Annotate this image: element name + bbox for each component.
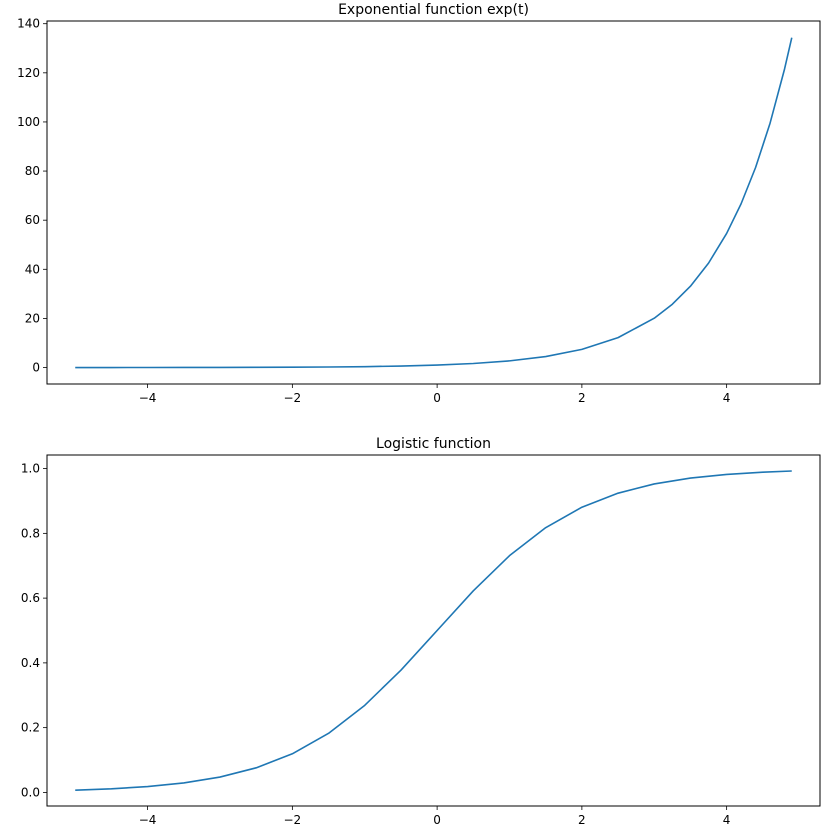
exponential-plot-title: Exponential function exp(t): [338, 2, 529, 18]
exponential-x-tick-label: −2: [284, 391, 302, 405]
exponential-y-tick-label: 140: [17, 17, 40, 31]
logistic-y-tick-label: 0.6: [21, 591, 40, 605]
logistic-y-tick-label: 0.4: [21, 656, 40, 670]
exponential-subplot: Exponential function exp(t) −4 −2 0 2 4 0 20 4…: [17, 2, 821, 405]
exponential-y-tick-label: 100: [17, 115, 40, 129]
logistic-y-tick-label: 1.0: [21, 462, 40, 476]
exponential-y-tick-label: 20: [25, 311, 40, 325]
logistic-x-tick-label: 4: [723, 813, 731, 827]
logistic-y-ticks: 0.0 0.2 0.4 0.6 0.8 1.0: [21, 462, 47, 799]
logistic-y-tick-label: 0.2: [21, 721, 40, 735]
exponential-curve: [75, 37, 793, 369]
exponential-y-tick-label: 80: [25, 164, 40, 178]
logistic-axes-frame: [46, 454, 821, 807]
logistic-x-tick-label: −2: [284, 813, 302, 827]
exponential-y-tick-label: 120: [17, 66, 40, 80]
exponential-y-tick-label: 60: [25, 213, 40, 227]
logistic-x-tick-label: −4: [139, 813, 157, 827]
logistic-x-tick-label: 0: [433, 813, 441, 827]
logistic-y-tick-label: 0.0: [21, 785, 40, 799]
exponential-x-tick-label: 0: [433, 391, 441, 405]
exponential-axes-frame: [46, 20, 821, 385]
logistic-x-tick-label: 2: [578, 813, 586, 827]
exponential-y-tick-label: 0: [32, 361, 40, 375]
exponential-x-tick-label: −4: [139, 391, 157, 405]
logistic-plot-title: Logistic function: [376, 436, 491, 452]
exponential-x-ticks: −4 −2 0 2 4: [139, 384, 731, 405]
logistic-curve: [75, 470, 792, 792]
exponential-y-ticks: 0 20 40 60 80 100 120 140: [17, 17, 47, 375]
logistic-subplot: Logistic function −4 −2 0 2 4 0.00.20.40.60.…: [21, 436, 821, 827]
exponential-y-tick-label: 40: [25, 262, 40, 276]
logistic-x-ticks: −4 −2 0 2 4: [139, 806, 731, 827]
logistic-y-tick-label: 0.8: [21, 526, 40, 540]
exponential-x-tick-label: 2: [578, 391, 586, 405]
exponential-x-tick-label: 4: [723, 391, 731, 405]
